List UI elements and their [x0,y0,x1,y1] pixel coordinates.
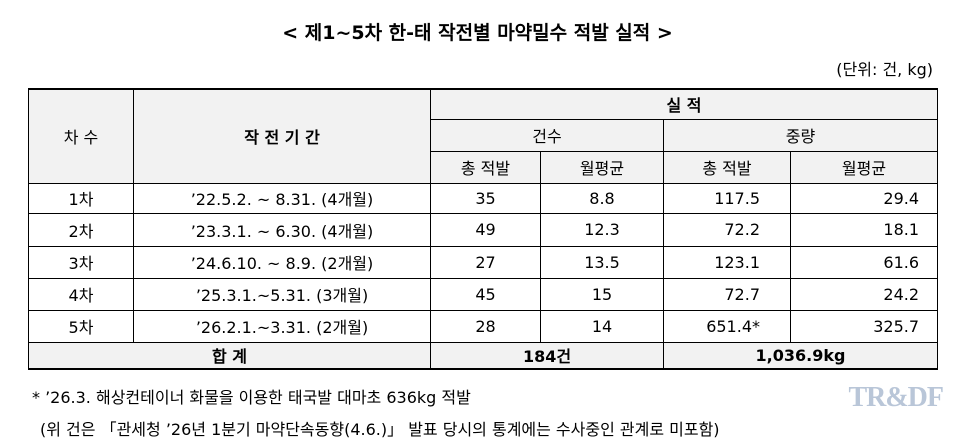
table-cell: ’24.6.10. ~ 8.9. (2개월) [133,245,431,279]
table-cell: 45 [430,277,541,311]
table-cell: 15 [540,277,664,311]
table-cell: 4차 [28,277,134,311]
table-cell: 13.5 [540,245,664,279]
table-cell: 12.3 [540,212,664,247]
table-cell: 3차 [28,245,134,279]
table-header: 차 수 작 전 기 간 실 적 건수 중량 총 적발 월평균 총 적발 월평균 [28,88,939,184]
table-cell: 49 [430,212,541,247]
table-cell: 651.4* [663,309,791,343]
table-cell: 123.1 [663,245,791,279]
results-table: 차 수 작 전 기 간 실 적 건수 중량 총 적발 월평균 총 적발 월평균 … [28,88,939,370]
header-cell: 차 수 [28,88,134,184]
table-cell: 5차 [28,309,134,343]
header-cell: 작 전 기 간 [133,88,431,184]
table-cell: ’25.3.1.~5.31. (3개월) [133,277,431,311]
table-cell: 117.5 [663,182,791,214]
header-row: 차 수 작 전 기 간 실 적 [28,88,939,184]
table-cell: 61.6 [789,245,939,279]
table-body: 1차 ’22.5.2. ~ 8.31. (4개월) 35 8.8 117.5 29.4 2차… [28,182,939,370]
footnote: (위 건은 「관세청 ’26년 1분기 마약단속동향(4.6.)」 발표 당시의… [40,420,720,439]
table-row: 4차 ’25.3.1.~5.31. (3개월) 45 15 72.7 24.2 [28,277,939,311]
table-row: 1차 ’22.5.2. ~ 8.31. (4개월) 35 8.8 117.5 29.4 [28,182,939,214]
table-cell: 14 [540,309,664,343]
table-cell: 2차 [28,212,134,247]
header-cell: 월평균 [540,150,664,184]
table-cell: ’22.5.2. ~ 8.31. (4개월) [133,182,431,214]
footnote: * ’26.3. 해상컨테이너 화물을 이용한 태국발 대마초 636kg 적발 [32,388,471,407]
table-cell: 28 [430,309,541,343]
header-cell: 실 적 [429,88,939,120]
table-cell: 35 [430,182,541,214]
table-cell: 8.8 [540,182,664,214]
table-cell: 24.2 [789,277,939,311]
table-cell: ’23.3.1. ~ 6.30. (4개월) [133,212,431,247]
total-row: 합 계 184건 1,036.9kg [28,341,939,370]
table-cell: 1차 [28,182,134,214]
watermark: TR&DF [848,382,944,413]
unit: (단위: 건, kg) [836,60,933,79]
table-row: 2차 ’23.3.1. ~ 6.30. (4개월) 49 12.3 72.2 18.1 [28,212,939,247]
total-count: 184건 [430,341,664,370]
total-weight: 1,036.9kg [662,341,939,370]
header-row: 건수 중량 [29,118,939,152]
table-cell: ’26.2.1.~3.31. (2개월) [133,309,431,343]
table-cell: 27 [430,245,541,279]
table-cell: 72.7 [663,277,791,311]
table-cell: 325.7 [789,309,939,343]
header-cell: 총 적발 [430,150,541,184]
header-cell: 중량 [662,118,939,152]
header-cell: 월평균 [789,150,939,184]
header-cell: 건수 [430,118,664,152]
table-row: 5차 ’26.2.1.~3.31. (2개월) 28 14 651.4* 325.7 [28,309,939,343]
title: < 제1~5차 한-태 작전별 마약밀수 적발 실적 > [282,22,673,44]
table-row: 3차 ’24.6.10. ~ 8.9. (2개월) 27 13.5 123.1 61.6 [28,245,939,279]
table-cell: 18.1 [789,212,939,247]
table-cell: 29.4 [789,182,939,214]
header-cell: 총 적발 [663,150,791,184]
total-label: 합 계 [28,341,431,370]
table-cell: 72.2 [663,212,791,247]
header-row: 총 적발 월평균 총 적발 월평균 [29,150,939,184]
